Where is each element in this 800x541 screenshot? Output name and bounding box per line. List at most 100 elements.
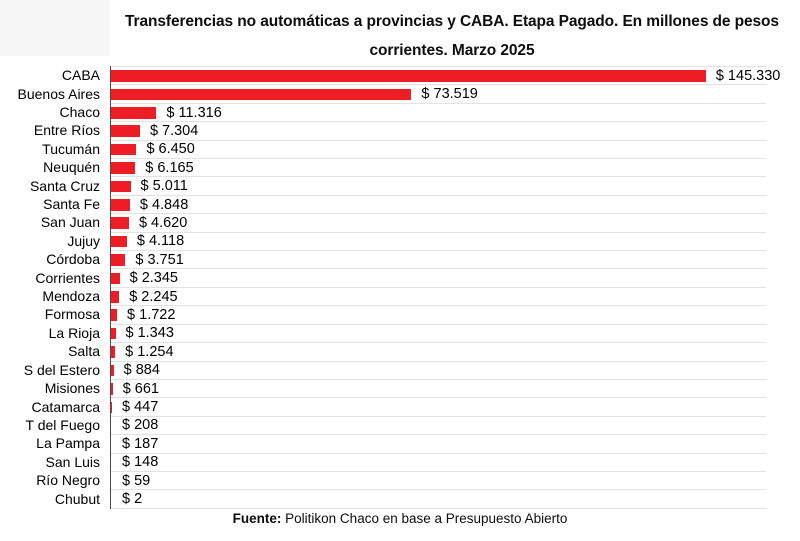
chart-row: Chaco $ 11.316 [0,102,800,121]
category-label: Buenos Aires [17,85,101,102]
row-plot: $ 187 [110,434,766,452]
category-label: Chubut [54,490,100,507]
chart-row: Buenos Aires $ 73.519 [0,84,800,102]
chart-row: Córdoba $ 3.751 [0,250,800,268]
row-plot: $ 208 [110,415,766,434]
value-label: $ 447 [122,399,159,416]
corner-block [0,0,110,56]
chart-row: S del Estero $ 884 [0,360,800,379]
value-bar [110,291,120,303]
value-bar [110,254,126,266]
chart-row: CABA $ 145.330 [0,66,800,84]
chart-row: Santa Fe $ 4.848 [0,194,800,213]
chart-row: Tucumán $ 6.450 [0,139,800,158]
value-label: $ 1.254 [125,343,174,360]
value-bar [110,70,706,82]
chart-row: Neuquén $ 6.165 [0,158,800,176]
value-label: $ 6.165 [145,159,194,176]
value-bar [110,180,131,193]
category-label: Salta [68,343,100,360]
value-label: $ 2.345 [129,270,178,287]
source-note: Fuente: Politikon Chaco en base a Presup… [0,511,800,526]
chart-title: Transferencias no automáticas a provinci… [110,7,794,65]
category-label: Chaco [59,104,100,121]
chart-title-line2: corrientes. Marzo 2025 [369,42,535,59]
value-label: $ 59 [122,472,151,489]
value-bar [110,272,120,285]
row-plot: $ 2 [110,489,766,507]
category-label: Mendoza [42,288,100,305]
chart-row: Santa Cruz $ 5.011 [0,176,800,194]
chart-row: Jujuy $ 4.118 [0,231,800,250]
value-label: $ 1.343 [125,325,174,342]
category-label: Río Negro [36,472,100,489]
value-bar [110,217,129,229]
category-label: Catamarca [31,398,100,415]
chart-row: Corrientes $ 2.345 [0,268,800,286]
row-plot: $ 3.751 [110,250,766,268]
value-bar [110,327,116,340]
category-label: T del Fuego [25,416,100,433]
chart-row: Río Negro $ 59 [0,470,800,489]
category-label: Neuquén [43,159,100,176]
row-plot: $ 148 [110,452,766,471]
value-bar [110,383,113,395]
value-label: $ 187 [122,435,159,452]
value-bar [110,364,114,377]
value-label: $ 5.011 [140,178,188,195]
chart-row: Chubut $ 2 [0,489,800,507]
chart-row: Formosa $ 1.722 [0,305,800,323]
category-label: Formosa [44,306,100,323]
y-axis-line [110,66,111,509]
source-note-text: Politikon Chaco en base a Presupuesto Ab… [281,511,568,526]
value-label: $ 7.304 [149,122,199,139]
value-label: $ 3.751 [135,251,184,268]
row-plot: $ 1.254 [110,342,766,360]
chart-row: Mendoza $ 2.245 [0,286,800,305]
value-bar [110,88,412,101]
value-bar [110,107,157,119]
row-plot: $ 11.316 [110,102,766,121]
row-plot: $ 4.620 [110,213,766,231]
value-label: $ 208 [122,417,159,434]
category-label: La Rioja [48,324,100,341]
value-label: $ 145.330 [715,67,781,84]
row-plot: $ 1.722 [110,305,766,323]
value-bar [110,199,130,211]
category-label: S del Estero [23,361,100,378]
row-plot: $ 6.450 [110,139,766,158]
row-plot: $ 884 [110,360,766,379]
value-label: $ 661 [122,380,159,397]
category-label: Corrientes [35,269,100,286]
category-label: Tucumán [42,140,100,157]
gridline-bottom [110,508,766,509]
bar-chart: CABA $ 145.330 Buenos Aires $ 73.519 Chaco $ … [0,66,800,508]
source-note-label: Fuente: [232,511,282,526]
row-plot: $ 5.011 [110,176,766,194]
value-label: $ 11.316 [166,104,222,121]
value-label: $ 4.118 [136,233,185,250]
value-label: $ 4.848 [139,196,189,213]
value-bar [110,346,116,358]
chart-row: San Luis $ 148 [0,452,800,471]
row-plot: $ 7.304 [110,121,766,139]
row-plot: $ 4.118 [110,231,766,250]
chart-row: Catamarca $ 447 [0,397,800,415]
chart-title-line1: Transferencias no automáticas a provinci… [125,13,779,30]
value-label: $ 2.245 [129,288,178,305]
row-plot: $ 661 [110,378,766,397]
chart-row: La Rioja $ 1.343 [0,323,800,342]
chart-row: Salta $ 1.254 [0,342,800,360]
value-bar [110,235,127,248]
value-bar [110,125,140,137]
row-plot: $ 2.245 [110,286,766,305]
row-plot: $ 2.345 [110,268,766,286]
chart-row: Entre Ríos $ 7.304 [0,121,800,139]
value-bar [110,143,137,156]
value-label: $ 1.722 [127,306,176,323]
category-label: Córdoba [46,251,100,268]
category-label: La Pampa [36,435,100,452]
category-label: San Juan [40,214,100,231]
value-label: $ 884 [123,362,160,379]
